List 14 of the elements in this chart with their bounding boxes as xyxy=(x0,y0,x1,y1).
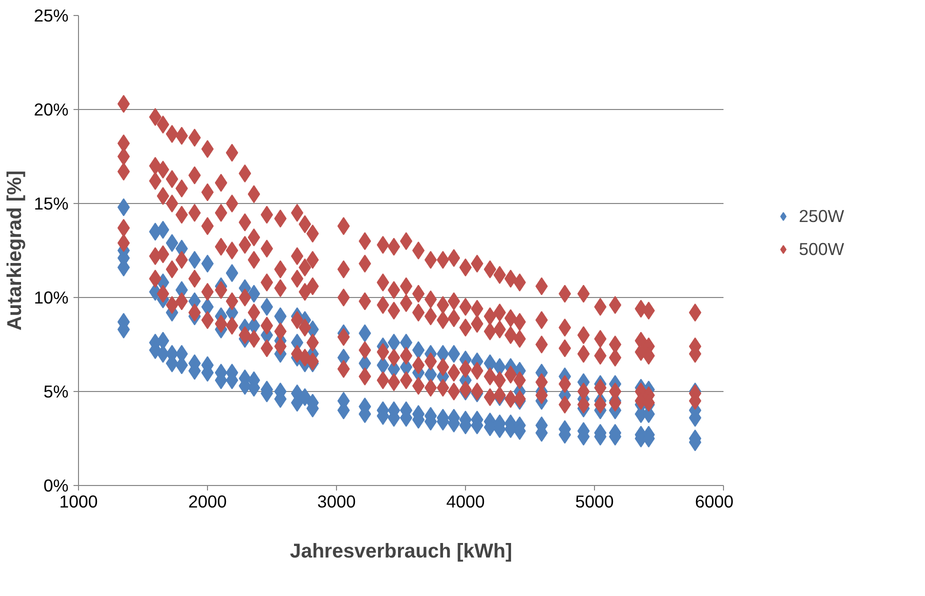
x-tick-label: 2000 xyxy=(188,492,227,512)
y-tick-label: 20% xyxy=(34,100,69,120)
y-axis-title: Autarkiegrad [%] xyxy=(4,170,26,331)
x-tick-label: 6000 xyxy=(694,492,734,512)
y-tick-label: 10% xyxy=(34,288,69,308)
y-tick-label: 15% xyxy=(34,194,69,214)
x-tick-label: 3000 xyxy=(317,492,356,512)
x-tick-label: 5000 xyxy=(575,492,614,512)
x-axis-title: Jahresverbrauch [kWh] xyxy=(290,540,512,562)
x-tick-label: 4000 xyxy=(446,492,485,512)
legend-label: 250W xyxy=(798,206,844,226)
y-tick-label: 5% xyxy=(43,382,68,402)
legend-label: 500W xyxy=(798,238,844,260)
y-tick-label: 25% xyxy=(34,6,69,26)
